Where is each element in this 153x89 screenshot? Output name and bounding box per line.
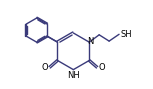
Text: SH: SH xyxy=(120,30,132,39)
Text: N: N xyxy=(87,37,93,46)
Text: O: O xyxy=(41,63,48,72)
Text: O: O xyxy=(99,63,106,72)
Text: NH: NH xyxy=(67,71,80,80)
